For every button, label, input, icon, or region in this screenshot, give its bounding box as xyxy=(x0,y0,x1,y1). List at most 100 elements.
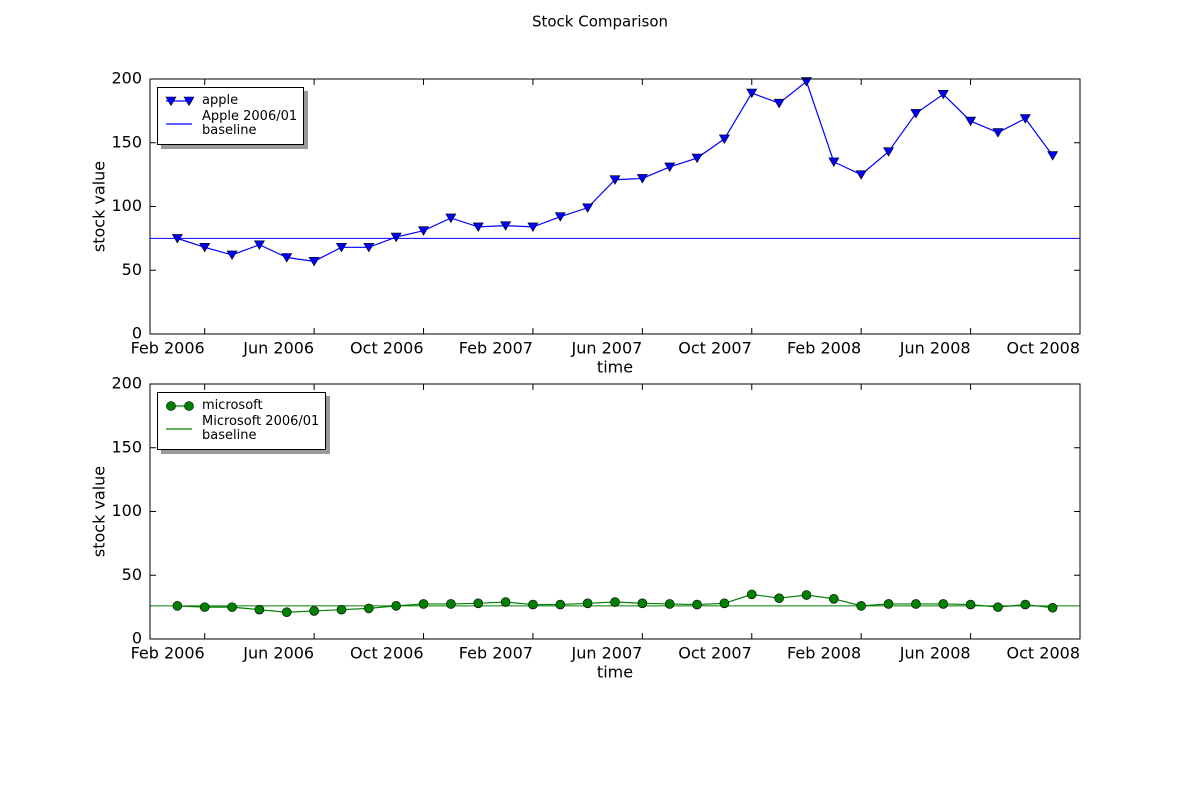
legend: apple Apple 2006/01 baseline xyxy=(157,87,305,145)
marker xyxy=(582,598,593,609)
series-line xyxy=(177,80,1054,262)
marker xyxy=(171,234,183,244)
marker xyxy=(308,257,320,267)
marker xyxy=(774,593,784,604)
y-tick-label: 150 xyxy=(111,437,142,456)
y-tick-label: 200 xyxy=(111,69,142,88)
marker xyxy=(335,243,347,253)
legend: microsoft Microsoft 2006/01 baseline xyxy=(157,392,327,450)
legend-swatch xyxy=(166,428,192,430)
marker xyxy=(281,607,292,618)
marker xyxy=(445,213,457,224)
y-tick-label: 0 xyxy=(132,629,142,648)
marker xyxy=(165,96,177,107)
legend-swatch xyxy=(166,123,192,125)
x-axis-label: time xyxy=(597,663,633,682)
marker xyxy=(172,601,183,611)
x-tick-label: Jun 2006 xyxy=(242,339,314,358)
legend-entry: Microsoft 2006/01 baseline xyxy=(164,415,319,443)
marker xyxy=(911,599,921,609)
marker xyxy=(390,232,402,243)
x-tick-label: Oct 2008 xyxy=(1007,339,1080,358)
x-tick-label: Jun 2007 xyxy=(571,339,643,358)
x-tick-label: Feb 2006 xyxy=(131,339,205,358)
marker xyxy=(746,88,758,99)
y-tick-label: 0 xyxy=(132,324,142,343)
y-tick-label: 100 xyxy=(111,196,142,215)
y-tick-label: 200 xyxy=(111,374,142,393)
y-tick-label: 50 xyxy=(122,260,142,279)
marker xyxy=(253,240,265,250)
marker xyxy=(829,594,839,604)
marker xyxy=(554,212,566,222)
x-tick-label: Jun 2006 xyxy=(242,644,314,663)
x-tick-label: Feb 2008 xyxy=(787,644,861,663)
marker xyxy=(527,222,539,232)
marker xyxy=(718,134,730,145)
marker xyxy=(719,598,730,609)
marker xyxy=(364,603,374,614)
legend-swatch xyxy=(166,401,194,411)
marker xyxy=(691,153,703,164)
marker xyxy=(883,599,894,609)
marker xyxy=(391,601,401,611)
marker xyxy=(856,601,866,611)
marker xyxy=(938,599,949,609)
marker xyxy=(582,203,594,213)
marker xyxy=(637,598,648,609)
figure-title: Stock Comparison xyxy=(532,13,668,31)
y-tick-label: 150 xyxy=(111,132,142,151)
marker xyxy=(609,175,621,185)
legend-entry: microsoft xyxy=(164,399,319,413)
legend-label: apple xyxy=(202,93,239,108)
marker xyxy=(773,98,785,109)
x-tick-label: Oct 2007 xyxy=(678,339,751,358)
marker xyxy=(183,96,194,107)
x-tick-label: Feb 2006 xyxy=(131,644,205,663)
marker xyxy=(1020,599,1031,610)
marker xyxy=(254,604,265,615)
marker xyxy=(199,602,210,612)
marker xyxy=(184,401,194,411)
marker xyxy=(937,90,949,100)
x-tick-label: Jun 2008 xyxy=(899,339,971,358)
marker xyxy=(828,157,840,167)
legend-swatch xyxy=(165,96,194,107)
marker xyxy=(965,599,976,610)
marker xyxy=(336,604,347,615)
marker xyxy=(992,128,1004,138)
legend-label: microsoft xyxy=(202,398,263,413)
marker xyxy=(528,599,538,610)
marker xyxy=(446,599,456,609)
marker xyxy=(993,602,1003,612)
marker xyxy=(500,597,511,607)
x-tick-label: Oct 2006 xyxy=(350,644,423,663)
x-tick-label: Oct 2008 xyxy=(1007,644,1080,663)
y-tick-label: 50 xyxy=(122,565,142,584)
marker xyxy=(910,109,922,119)
marker xyxy=(418,599,429,609)
marker xyxy=(166,401,176,411)
marker xyxy=(636,174,648,184)
marker xyxy=(472,222,484,232)
marker xyxy=(883,147,895,157)
x-axis-label: time xyxy=(597,358,633,377)
marker xyxy=(281,253,293,263)
legend-label: Microsoft 2006/01 baseline xyxy=(202,414,320,443)
marker xyxy=(226,250,238,261)
marker xyxy=(800,77,812,87)
y-tick-label: 100 xyxy=(111,501,142,520)
marker xyxy=(801,590,812,600)
y-axis-label: stock value xyxy=(90,161,109,252)
marker xyxy=(309,606,319,616)
axes-frame xyxy=(149,383,1081,640)
x-tick-label: Jun 2007 xyxy=(571,644,643,663)
x-tick-label: Feb 2008 xyxy=(787,339,861,358)
marker xyxy=(1047,602,1058,613)
marker xyxy=(363,243,375,253)
marker xyxy=(965,116,977,127)
x-tick-label: Jun 2008 xyxy=(899,644,971,663)
marker xyxy=(746,589,757,600)
